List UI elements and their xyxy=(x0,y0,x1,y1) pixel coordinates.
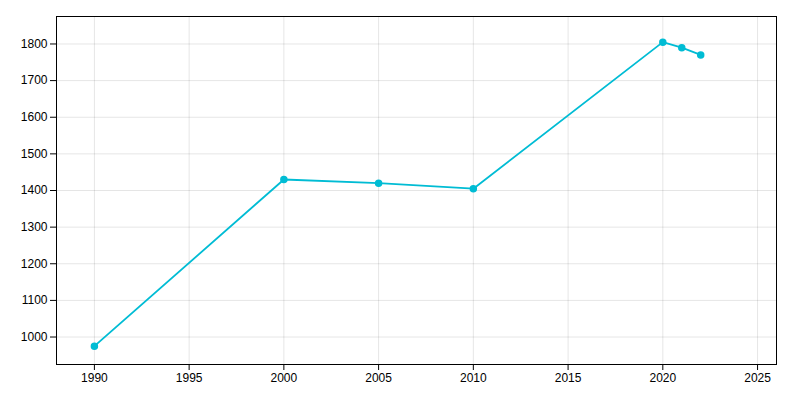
svg-text:1100: 1100 xyxy=(22,293,48,307)
svg-text:1600: 1600 xyxy=(21,110,48,124)
svg-text:1500: 1500 xyxy=(21,147,48,161)
svg-text:1000: 1000 xyxy=(21,330,48,344)
svg-text:1200: 1200 xyxy=(21,257,48,271)
svg-text:2015: 2015 xyxy=(555,371,582,385)
svg-text:2020: 2020 xyxy=(649,371,676,385)
svg-text:1990: 1990 xyxy=(81,371,108,385)
svg-text:1995: 1995 xyxy=(176,371,203,385)
svg-text:2000: 2000 xyxy=(271,371,298,385)
svg-text:2025: 2025 xyxy=(744,371,771,385)
svg-text:2010: 2010 xyxy=(460,371,487,385)
svg-text:2005: 2005 xyxy=(365,371,392,385)
svg-text:1400: 1400 xyxy=(21,183,48,197)
svg-text:1700: 1700 xyxy=(21,73,48,87)
svg-text:1800: 1800 xyxy=(21,37,48,51)
svg-text:1300: 1300 xyxy=(21,220,48,234)
